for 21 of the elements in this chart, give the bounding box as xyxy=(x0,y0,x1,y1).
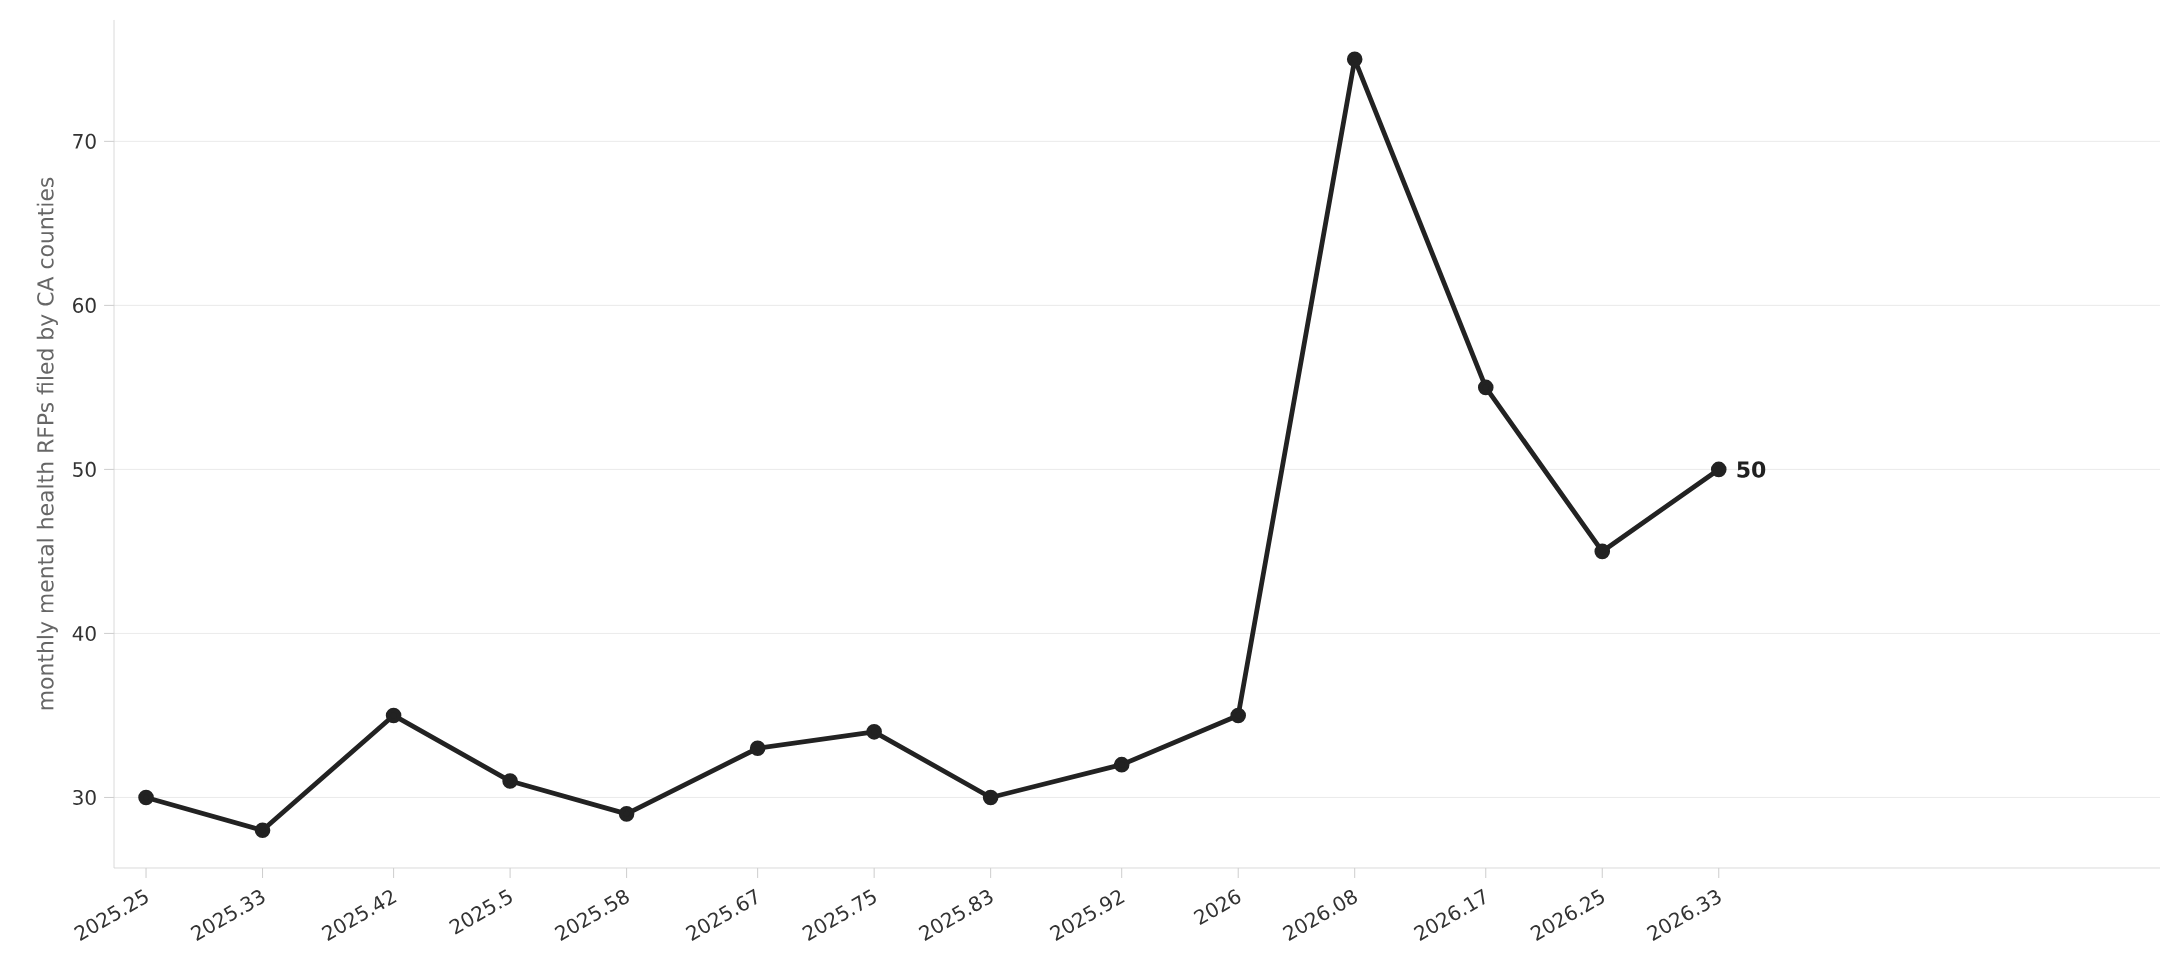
y-tick-label: 40 xyxy=(72,625,96,641)
y-tick-label: 70 xyxy=(73,133,96,149)
point xyxy=(1113,756,1130,773)
point xyxy=(982,789,999,806)
point xyxy=(618,806,635,822)
y-tick-label: 60 xyxy=(73,297,96,313)
point xyxy=(749,740,766,757)
point xyxy=(502,773,518,789)
point xyxy=(254,822,271,839)
point xyxy=(385,707,402,724)
point xyxy=(1477,379,1494,396)
point xyxy=(138,789,154,806)
point xyxy=(1230,707,1246,724)
y-axis-title: monthly mental health RFPs filed by CA counties xyxy=(36,177,58,710)
y-tick-label: 50 xyxy=(73,461,96,477)
point xyxy=(1594,543,1611,560)
y-tick-label: 30 xyxy=(73,789,96,805)
point xyxy=(1710,461,1727,478)
point xyxy=(866,724,882,740)
annotation: 50 xyxy=(1737,461,1766,478)
point xyxy=(1346,51,1363,68)
